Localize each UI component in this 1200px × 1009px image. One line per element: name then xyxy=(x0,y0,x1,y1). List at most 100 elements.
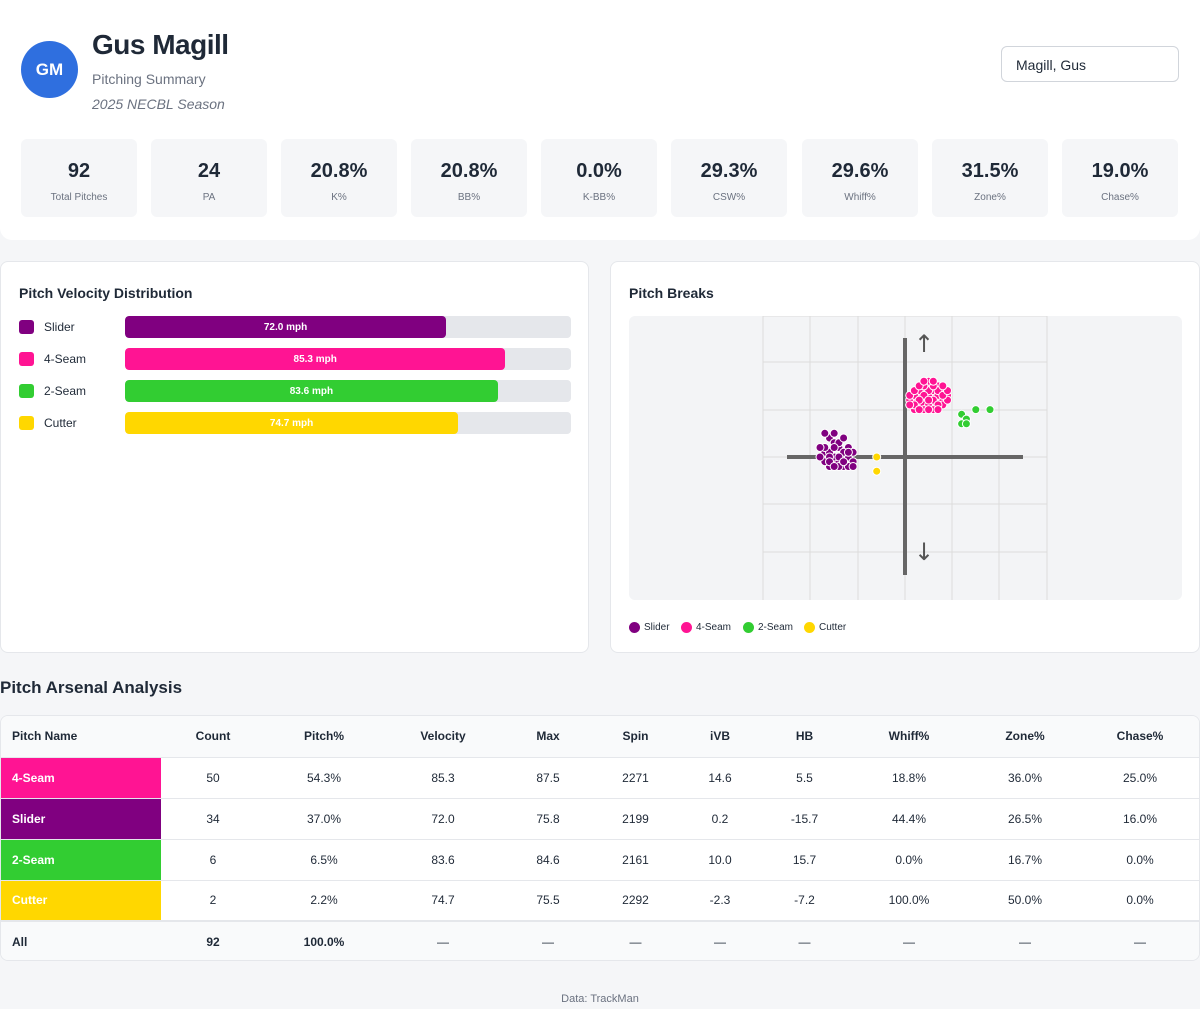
column-header[interactable]: Whiff% xyxy=(847,716,971,758)
table-cell: 50 xyxy=(161,757,265,799)
pitch-point-4-seam xyxy=(938,381,948,391)
table-cell: 0.0% xyxy=(847,839,971,881)
velocity-panel: Pitch Velocity Distribution Slider 72.0 … xyxy=(0,261,589,653)
table-cell: 37.0% xyxy=(265,798,383,840)
table-cell: 36.0% xyxy=(971,757,1079,799)
breaks-panel: Pitch Breaks ↑ ↓ Slider 4-Seam 2-Seam Cu… xyxy=(610,261,1200,653)
velocity-bar-cutter: 74.7 mph xyxy=(125,412,459,434)
column-header[interactable]: Max xyxy=(503,716,593,758)
table-cell: -2.3 xyxy=(678,880,762,922)
stat-value: 0.0% xyxy=(576,160,622,182)
pitch-point-4-seam xyxy=(933,405,943,415)
table-row-slider[interactable]: Slider 34 37.0% 72.0 75.8 2199 0.2 -15.7 44.4% 26… xyxy=(1,798,1199,840)
pitch-point-2-seam xyxy=(971,405,981,415)
pitch-point-cutter xyxy=(872,452,882,462)
velocity-bar-slider: 72.0 mph xyxy=(125,316,447,338)
velocity-label: 74.7 mph xyxy=(269,417,314,429)
stat-value: 31.5% xyxy=(961,160,1019,182)
table-cell: — xyxy=(847,920,971,960)
legend-label: 4-Seam xyxy=(696,622,732,633)
column-header[interactable]: iVB xyxy=(678,716,762,758)
velocity-pitch-name: 4-Seam xyxy=(44,352,87,366)
velocity-label: 72.0 mph xyxy=(263,321,308,333)
legend-dot xyxy=(804,622,815,633)
table-row-cutter[interactable]: Cutter 2 2.2% 74.7 75.5 2292 -2.3 -7.2 100.0% 50.… xyxy=(1,880,1199,922)
table-cell: 85.3 xyxy=(383,757,503,799)
column-header[interactable]: Velocity xyxy=(383,716,503,758)
pitch-point-slider xyxy=(815,443,825,452)
breaks-title: Pitch Breaks xyxy=(629,285,714,301)
velocity-swatch xyxy=(19,320,34,334)
table-cell: 2 xyxy=(161,880,265,922)
stat-card-zone-pct: 31.5% Zone% xyxy=(932,139,1048,217)
column-header[interactable]: Spin xyxy=(593,716,678,758)
season-label: 2025 NECBL Season xyxy=(92,96,225,112)
total-label-cell: All xyxy=(1,920,161,960)
pitch-point-slider xyxy=(839,457,849,467)
table-cell: 10.0 xyxy=(678,839,762,881)
pitch-point-slider xyxy=(839,433,849,443)
column-header[interactable]: Pitch% xyxy=(265,716,383,758)
velocity-pitch-name: Cutter xyxy=(44,416,77,430)
table-cell: 2199 xyxy=(593,798,678,840)
pitch-point-4-seam xyxy=(924,395,934,405)
table-cell: 25.0% xyxy=(1079,757,1199,799)
stat-value: 29.3% xyxy=(700,160,758,182)
pitch-name-cell: 2-Seam xyxy=(1,839,161,881)
table-cell: — xyxy=(762,920,847,960)
velocity-label: 83.6 mph xyxy=(289,385,334,397)
table-total-row: All 92 100.0% — — — — — — — — xyxy=(1,920,1199,960)
header-card: GM Gus Magill Pitching Summary 2025 NECB… xyxy=(0,0,1200,240)
table-header-row: Pitch Name Count Pitch% Velocity Max Spi… xyxy=(1,716,1199,758)
table-cell: — xyxy=(678,920,762,960)
column-header[interactable]: Pitch Name xyxy=(1,716,161,758)
table-row-2-seam[interactable]: 2-Seam 6 6.5% 83.6 84.6 2161 10.0 15.7 0.0% 16.7%… xyxy=(1,839,1199,881)
column-header[interactable]: HB xyxy=(762,716,847,758)
player-select[interactable]: Magill, Gus xyxy=(1001,46,1179,82)
velocity-pitch-name: Slider xyxy=(44,320,75,334)
stat-card-bb-pct: 20.8% BB% xyxy=(411,139,527,217)
pitch-name-cell: Cutter xyxy=(1,880,161,922)
table-cell: 0.0% xyxy=(1079,839,1199,881)
table-row-4-seam[interactable]: 4-Seam 50 54.3% 85.3 87.5 2271 14.6 5.5 18.8% 36.… xyxy=(1,757,1199,799)
stat-value: 20.8% xyxy=(310,160,368,182)
velocity-swatch xyxy=(19,416,34,430)
velocity-row-2-seam: 2-Seam 83.6 mph xyxy=(19,380,571,402)
stat-card-csw-pct: 29.3% CSW% xyxy=(671,139,787,217)
pitch-point-slider xyxy=(829,462,839,471)
arsenal-table: Pitch Name Count Pitch% Velocity Max Spi… xyxy=(1,716,1199,960)
velocity-track: 85.3 mph xyxy=(125,348,571,370)
stat-value: 29.6% xyxy=(831,160,889,182)
pitch-point-2-seam xyxy=(961,419,971,429)
pitch-point-4-seam xyxy=(919,376,929,386)
table-cell: 16.7% xyxy=(971,839,1079,881)
table-cell: 74.7 xyxy=(383,880,503,922)
player-name: Gus Magill xyxy=(92,29,229,60)
table-cell: — xyxy=(593,920,678,960)
stat-card-k-pct: 20.8% K% xyxy=(281,139,397,217)
pitch-point-4-seam xyxy=(928,376,938,386)
table-cell: 0.2 xyxy=(678,798,762,840)
table-cell: 75.5 xyxy=(503,880,593,922)
pitch-point-cutter xyxy=(872,466,882,476)
stat-label: PA xyxy=(202,192,216,203)
table-cell: 34 xyxy=(161,798,265,840)
pitch-breaks-chart: ↑ ↓ xyxy=(762,316,1048,600)
column-header[interactable]: Zone% xyxy=(971,716,1079,758)
pitch-point-slider xyxy=(829,428,839,438)
column-header[interactable]: Count xyxy=(161,716,265,758)
stat-value: 20.8% xyxy=(440,160,498,182)
table-cell: 26.5% xyxy=(971,798,1079,840)
arsenal-table-card: Pitch Name Count Pitch% Velocity Max Spi… xyxy=(0,715,1200,961)
legend-dot xyxy=(629,622,640,633)
stat-card-whiff-pct: 29.6% Whiff% xyxy=(802,139,918,217)
velocity-track: 74.7 mph xyxy=(125,412,571,434)
velocity-track: 72.0 mph xyxy=(125,316,571,338)
pitch-name-cell: Slider xyxy=(1,798,161,840)
legend-dot xyxy=(743,622,754,633)
page-subtitle: Pitching Summary xyxy=(92,71,206,87)
arrow-down-icon: ↓ xyxy=(914,538,934,566)
column-header[interactable]: Chase% xyxy=(1079,716,1199,758)
table-cell: -15.7 xyxy=(762,798,847,840)
stat-value: 19.0% xyxy=(1091,160,1149,182)
